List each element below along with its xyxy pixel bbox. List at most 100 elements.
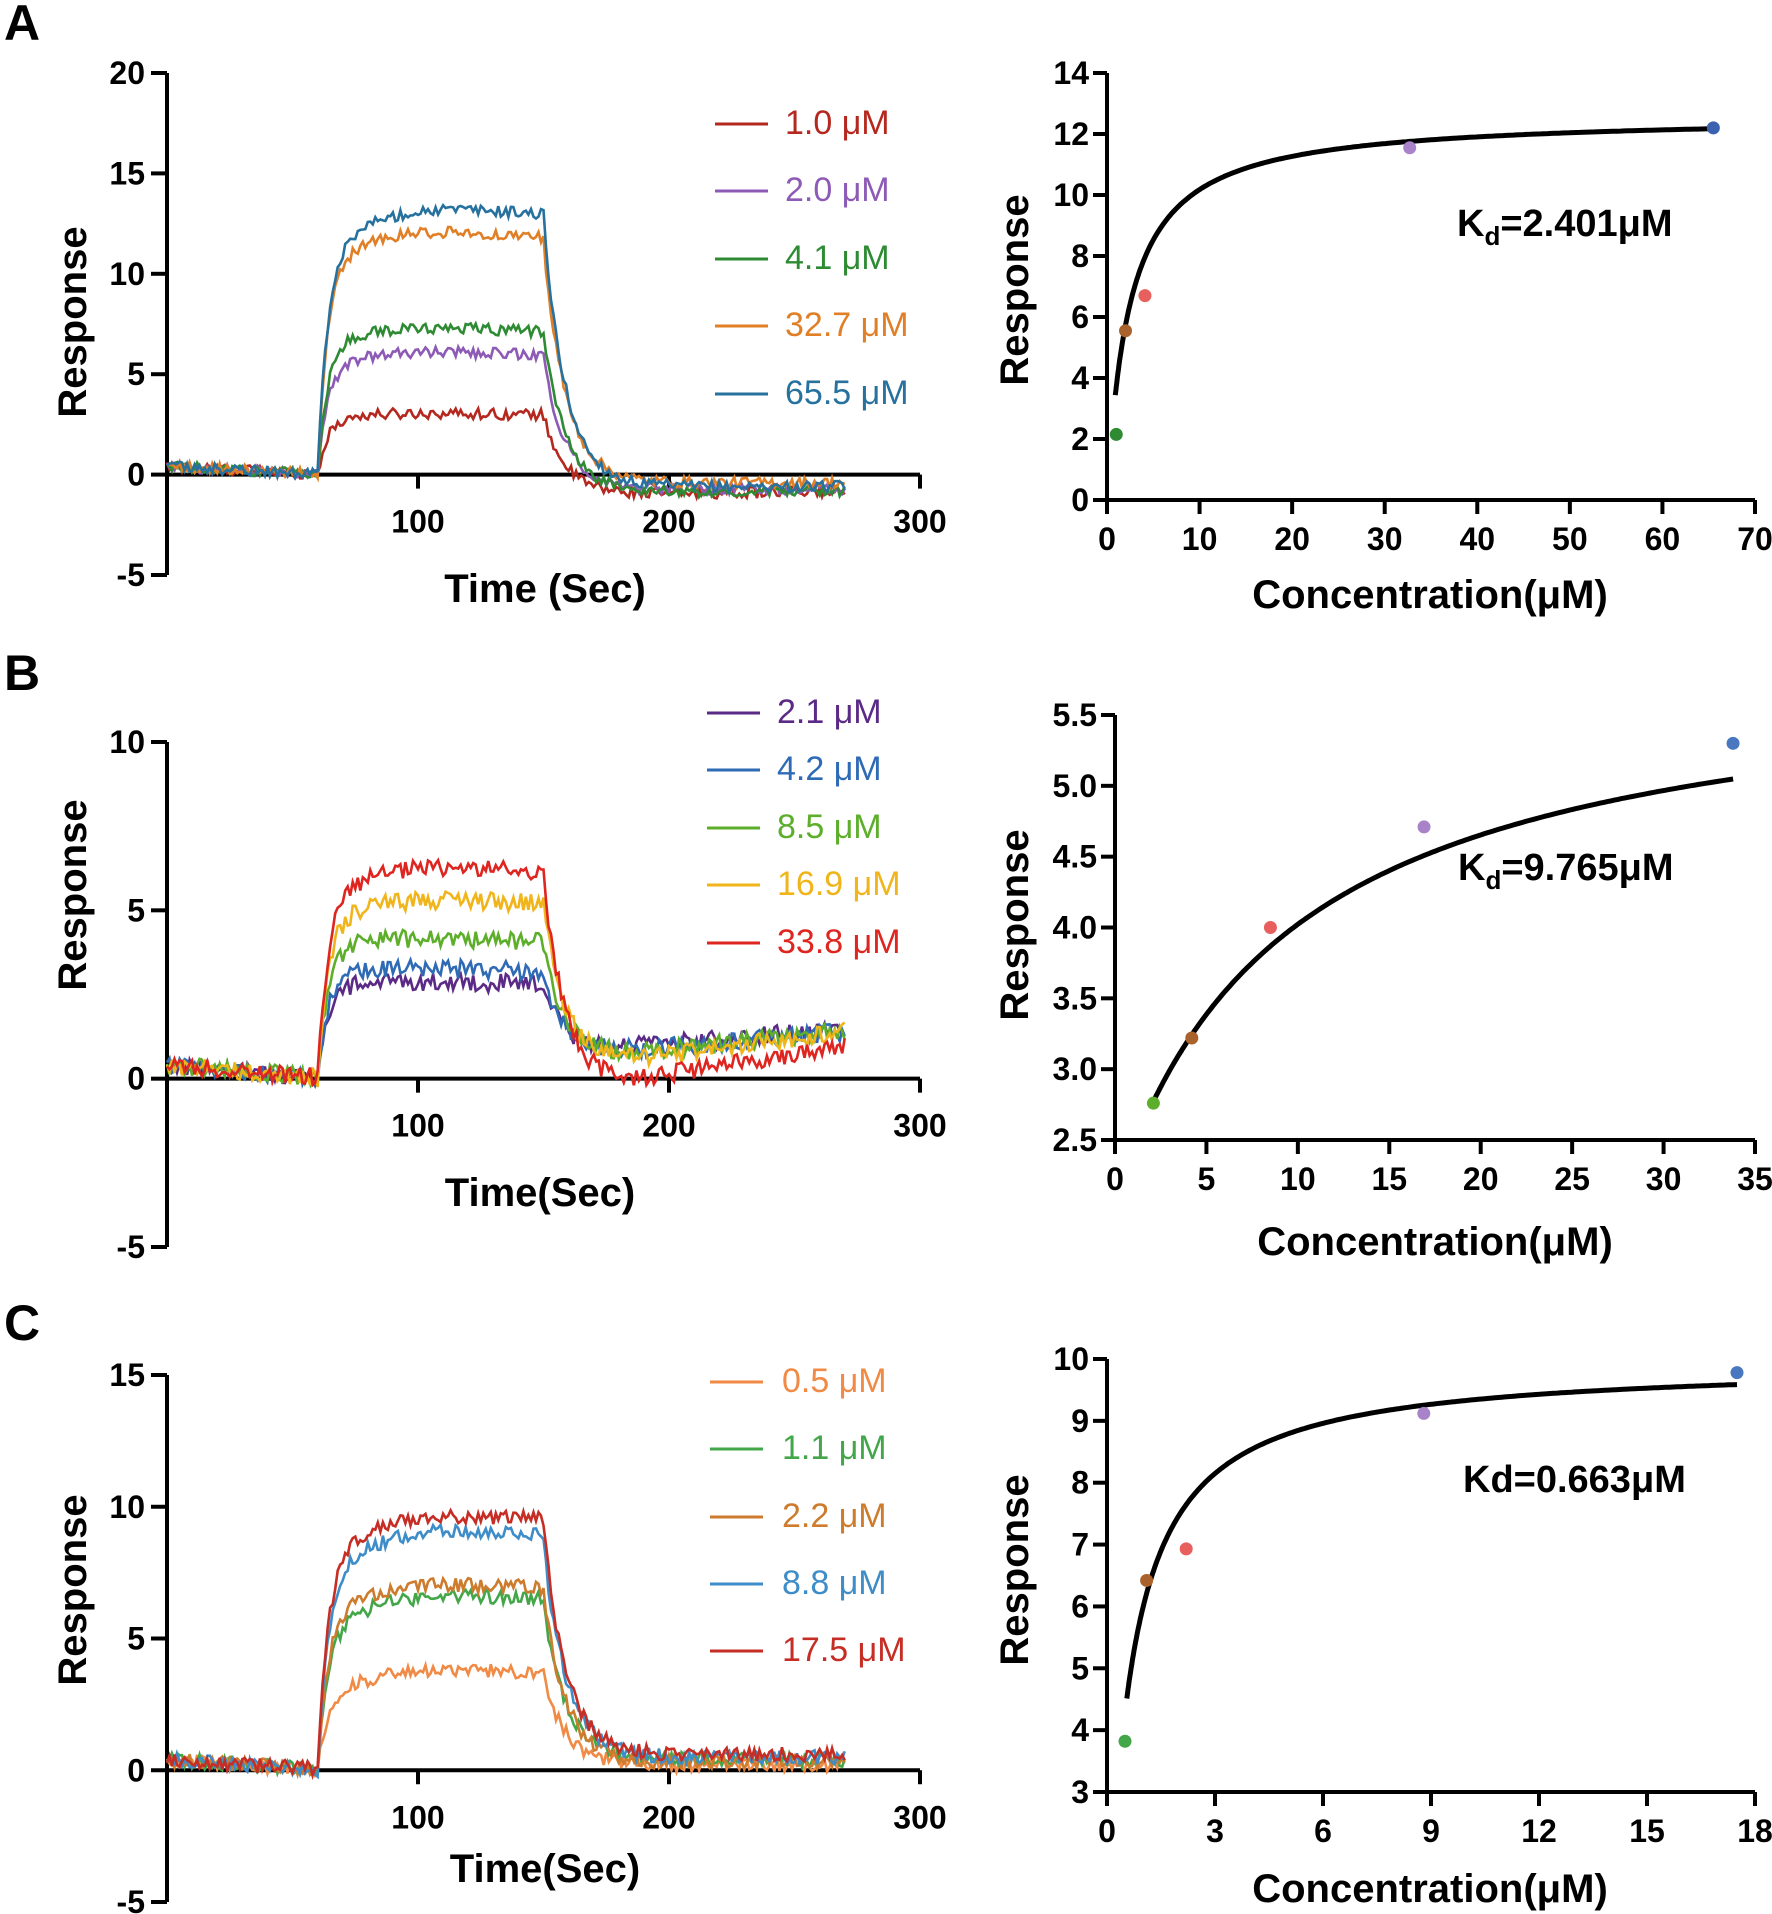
x-tick-label: 12 xyxy=(1521,1813,1557,1849)
x-tick-label: 35 xyxy=(1737,1161,1772,1197)
sensorgram-a-legend: 1.0 μM 2.0 μM 4.1 μM 32.7 μM 65.5 μM xyxy=(715,104,909,412)
legend-entry: 2.0 μM xyxy=(715,171,890,209)
x-tick-label: 50 xyxy=(1552,521,1588,557)
y-tick-label: 3.5 xyxy=(1053,980,1097,1016)
x-tick-label: 200 xyxy=(642,1108,695,1144)
y-tick-label: 0 xyxy=(1071,482,1089,518)
x-tick-label: 5 xyxy=(1198,1161,1216,1197)
legend-label: 1.1 μM xyxy=(782,1429,887,1467)
x-tick-label: 100 xyxy=(391,1799,444,1835)
x-tick-label: 30 xyxy=(1646,1161,1682,1197)
y-tick-label: 0 xyxy=(127,1752,145,1788)
binding-fit-a-plot: 0 2 4 6 8 10 12 14 0 10 20 30 40 50 60 70 xyxy=(1053,55,1772,557)
x-tick-label: 3 xyxy=(1206,1813,1224,1849)
data-point xyxy=(1109,427,1123,441)
x-tick-label: 10 xyxy=(1182,521,1218,557)
y-tick-label: 5 xyxy=(127,1621,145,1657)
series-line xyxy=(166,1575,846,1780)
legend-entry: 4.1 μM xyxy=(715,239,890,277)
x-tick-label: 60 xyxy=(1645,521,1681,557)
binding-fit-a-ylabel: Response xyxy=(993,194,1037,385)
fit-curve xyxy=(1151,776,1734,1103)
y-tick-label: 0 xyxy=(127,1061,145,1097)
x-tick-label: 70 xyxy=(1737,521,1772,557)
fit-curve xyxy=(1124,1382,1738,1699)
legend-label: 65.5 μM xyxy=(785,374,909,412)
sensorgram-b-legend: 2.1 μM 4.2 μM 8.5 μM 16.9 μM 33.8 μM xyxy=(707,693,901,961)
sensorgram-a-plot: -5 0 5 10 15 20 100 200 300 xyxy=(109,55,946,593)
data-point xyxy=(1140,1573,1154,1587)
y-tick-label: 15 xyxy=(109,155,145,191)
y-tick-label: 14 xyxy=(1053,55,1089,91)
x-tick-label: 200 xyxy=(642,1799,695,1835)
y-tick-label: 3.0 xyxy=(1053,1051,1097,1087)
binding-fit-b-ylabel: Response xyxy=(993,829,1037,1020)
y-tick-label: 10 xyxy=(1053,1341,1089,1377)
data-point xyxy=(1138,289,1152,303)
series-line xyxy=(165,889,846,1088)
y-tick-label: 15 xyxy=(109,1357,145,1393)
legend-label: 8.8 μM xyxy=(782,1564,887,1602)
y-tick-label: 4.5 xyxy=(1053,839,1097,875)
legend-label: 2.2 μM xyxy=(782,1497,887,1535)
x-tick-label: 20 xyxy=(1274,521,1310,557)
x-tick-label: 15 xyxy=(1629,1813,1665,1849)
data-point xyxy=(1118,1734,1132,1748)
data-point xyxy=(1263,921,1277,934)
y-tick-label: 6 xyxy=(1071,1588,1089,1624)
x-tick-label: 300 xyxy=(893,1108,946,1144)
legend-label: 32.7 μM xyxy=(785,306,909,344)
panel-letter-b: B xyxy=(4,645,40,701)
y-tick-label: 5 xyxy=(1071,1650,1089,1686)
legend-entry: 16.9 μM xyxy=(707,865,901,903)
y-tick-label: 2.5 xyxy=(1053,1122,1097,1158)
y-tick-label: 9 xyxy=(1071,1403,1089,1439)
legend-entry: 8.5 μM xyxy=(707,808,882,846)
binding-fit-c-xlabel: Concentration(μM) xyxy=(1252,1867,1608,1911)
sensorgram-c-legend: 0.5 μM 1.1 μM 2.2 μM 8.8 μM 17.5 μM xyxy=(710,1362,906,1669)
data-point xyxy=(1417,1406,1431,1420)
binding-fit-a-xlabel: Concentration(μM) xyxy=(1252,573,1608,617)
legend-entry: 32.7 μM xyxy=(715,306,909,344)
legend-label: 33.8 μM xyxy=(777,923,901,961)
legend-entry: 1.0 μM xyxy=(715,104,890,142)
sensorgram-c-plot: -5 0 5 10 15 100 200 300 xyxy=(109,1357,946,1914)
sensorgram-b-plot: -5 0 5 10 100 200 300 xyxy=(109,724,946,1265)
y-tick-label: 10 xyxy=(109,724,145,760)
y-tick-label: 4 xyxy=(1071,1712,1089,1748)
series-line xyxy=(166,970,846,1088)
legend-entry: 1.1 μM xyxy=(710,1429,887,1467)
y-tick-label: 5.5 xyxy=(1053,697,1097,733)
legend-label: 2.0 μM xyxy=(785,171,890,209)
panel-letter-a: A xyxy=(4,0,40,51)
data-point xyxy=(1119,324,1133,338)
x-tick-label: 15 xyxy=(1371,1161,1407,1197)
data-point xyxy=(1730,1366,1744,1380)
legend-label: 4.2 μM xyxy=(777,750,882,788)
legend-label: 0.5 μM xyxy=(782,1362,887,1400)
x-tick-label: 300 xyxy=(893,1799,946,1835)
x-tick-label: 30 xyxy=(1367,521,1403,557)
x-tick-label: 0 xyxy=(1098,1813,1116,1849)
x-tick-label: 0 xyxy=(1106,1161,1124,1197)
sensorgram-a-xlabel: Time (Sec) xyxy=(444,567,646,611)
data-point xyxy=(1179,1542,1193,1556)
legend-entry: 65.5 μM xyxy=(715,374,909,412)
kd-annotation-b: Kd=9.765μM xyxy=(1458,847,1674,895)
legend-label: 8.5 μM xyxy=(777,808,882,846)
panel-letter-c: C xyxy=(4,1295,40,1351)
y-tick-label: 2 xyxy=(1071,421,1089,457)
y-tick-label: 0 xyxy=(127,457,145,493)
legend-entry: 0.5 μM xyxy=(710,1362,887,1400)
y-tick-label: 3 xyxy=(1071,1774,1089,1810)
y-tick-label: -5 xyxy=(117,1884,145,1914)
kd-annotation-c: Kd=0.663μM xyxy=(1463,1459,1686,1501)
series-line xyxy=(166,202,846,496)
y-tick-label: 12 xyxy=(1053,116,1089,152)
y-tick-label: 4.0 xyxy=(1053,910,1097,946)
